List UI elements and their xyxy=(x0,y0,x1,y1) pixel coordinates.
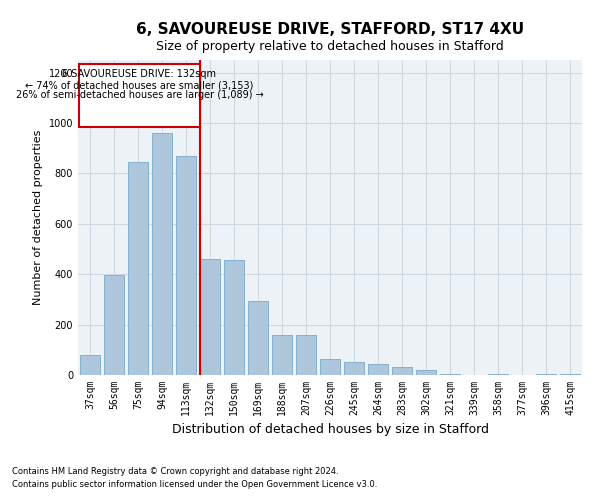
Bar xyxy=(296,334,316,375)
Text: Contains public sector information licensed under the Open Government Licence v3: Contains public sector information licen… xyxy=(12,480,377,489)
X-axis label: Distribution of detached houses by size in Stafford: Distribution of detached houses by size … xyxy=(172,424,488,436)
Text: ← 74% of detached houses are smaller (3,153): ← 74% of detached houses are smaller (3,… xyxy=(25,80,254,90)
FancyBboxPatch shape xyxy=(79,64,200,127)
Y-axis label: Number of detached properties: Number of detached properties xyxy=(33,130,43,305)
Bar xyxy=(344,362,364,375)
Bar xyxy=(536,374,556,375)
Bar xyxy=(104,276,124,375)
Bar xyxy=(488,374,508,375)
Bar xyxy=(416,370,436,375)
Text: 6 SAVOUREUSE DRIVE: 132sqm: 6 SAVOUREUSE DRIVE: 132sqm xyxy=(62,69,217,79)
Text: Contains HM Land Registry data © Crown copyright and database right 2024.: Contains HM Land Registry data © Crown c… xyxy=(12,467,338,476)
Bar xyxy=(176,156,196,375)
Bar xyxy=(224,260,244,375)
Bar xyxy=(200,259,220,375)
Text: 6, SAVOUREUSE DRIVE, STAFFORD, ST17 4XU: 6, SAVOUREUSE DRIVE, STAFFORD, ST17 4XU xyxy=(136,22,524,38)
Text: Size of property relative to detached houses in Stafford: Size of property relative to detached ho… xyxy=(156,40,504,53)
Bar xyxy=(80,355,100,375)
Bar xyxy=(152,133,172,375)
Bar xyxy=(440,374,460,375)
Bar xyxy=(392,368,412,375)
Bar xyxy=(128,162,148,375)
Bar xyxy=(320,358,340,375)
Bar xyxy=(272,334,292,375)
Bar xyxy=(248,300,268,375)
Bar xyxy=(560,374,580,375)
Bar xyxy=(368,364,388,375)
Text: 26% of semi-detached houses are larger (1,089) →: 26% of semi-detached houses are larger (… xyxy=(16,90,263,100)
